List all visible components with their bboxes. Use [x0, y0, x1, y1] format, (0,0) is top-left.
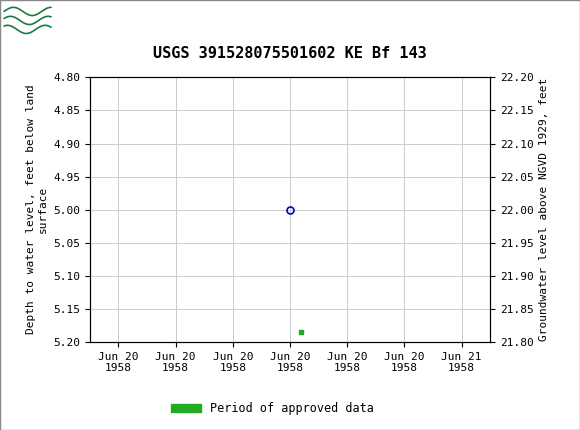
FancyBboxPatch shape [3, 3, 58, 38]
Text: USGS 391528075501602 KE Bf 143: USGS 391528075501602 KE Bf 143 [153, 46, 427, 61]
Legend: Period of approved data: Period of approved data [166, 397, 379, 420]
Text: USGS: USGS [62, 12, 113, 29]
Y-axis label: Depth to water level, feet below land
surface: Depth to water level, feet below land su… [26, 85, 48, 335]
Y-axis label: Groundwater level above NGVD 1929, feet: Groundwater level above NGVD 1929, feet [539, 78, 549, 341]
